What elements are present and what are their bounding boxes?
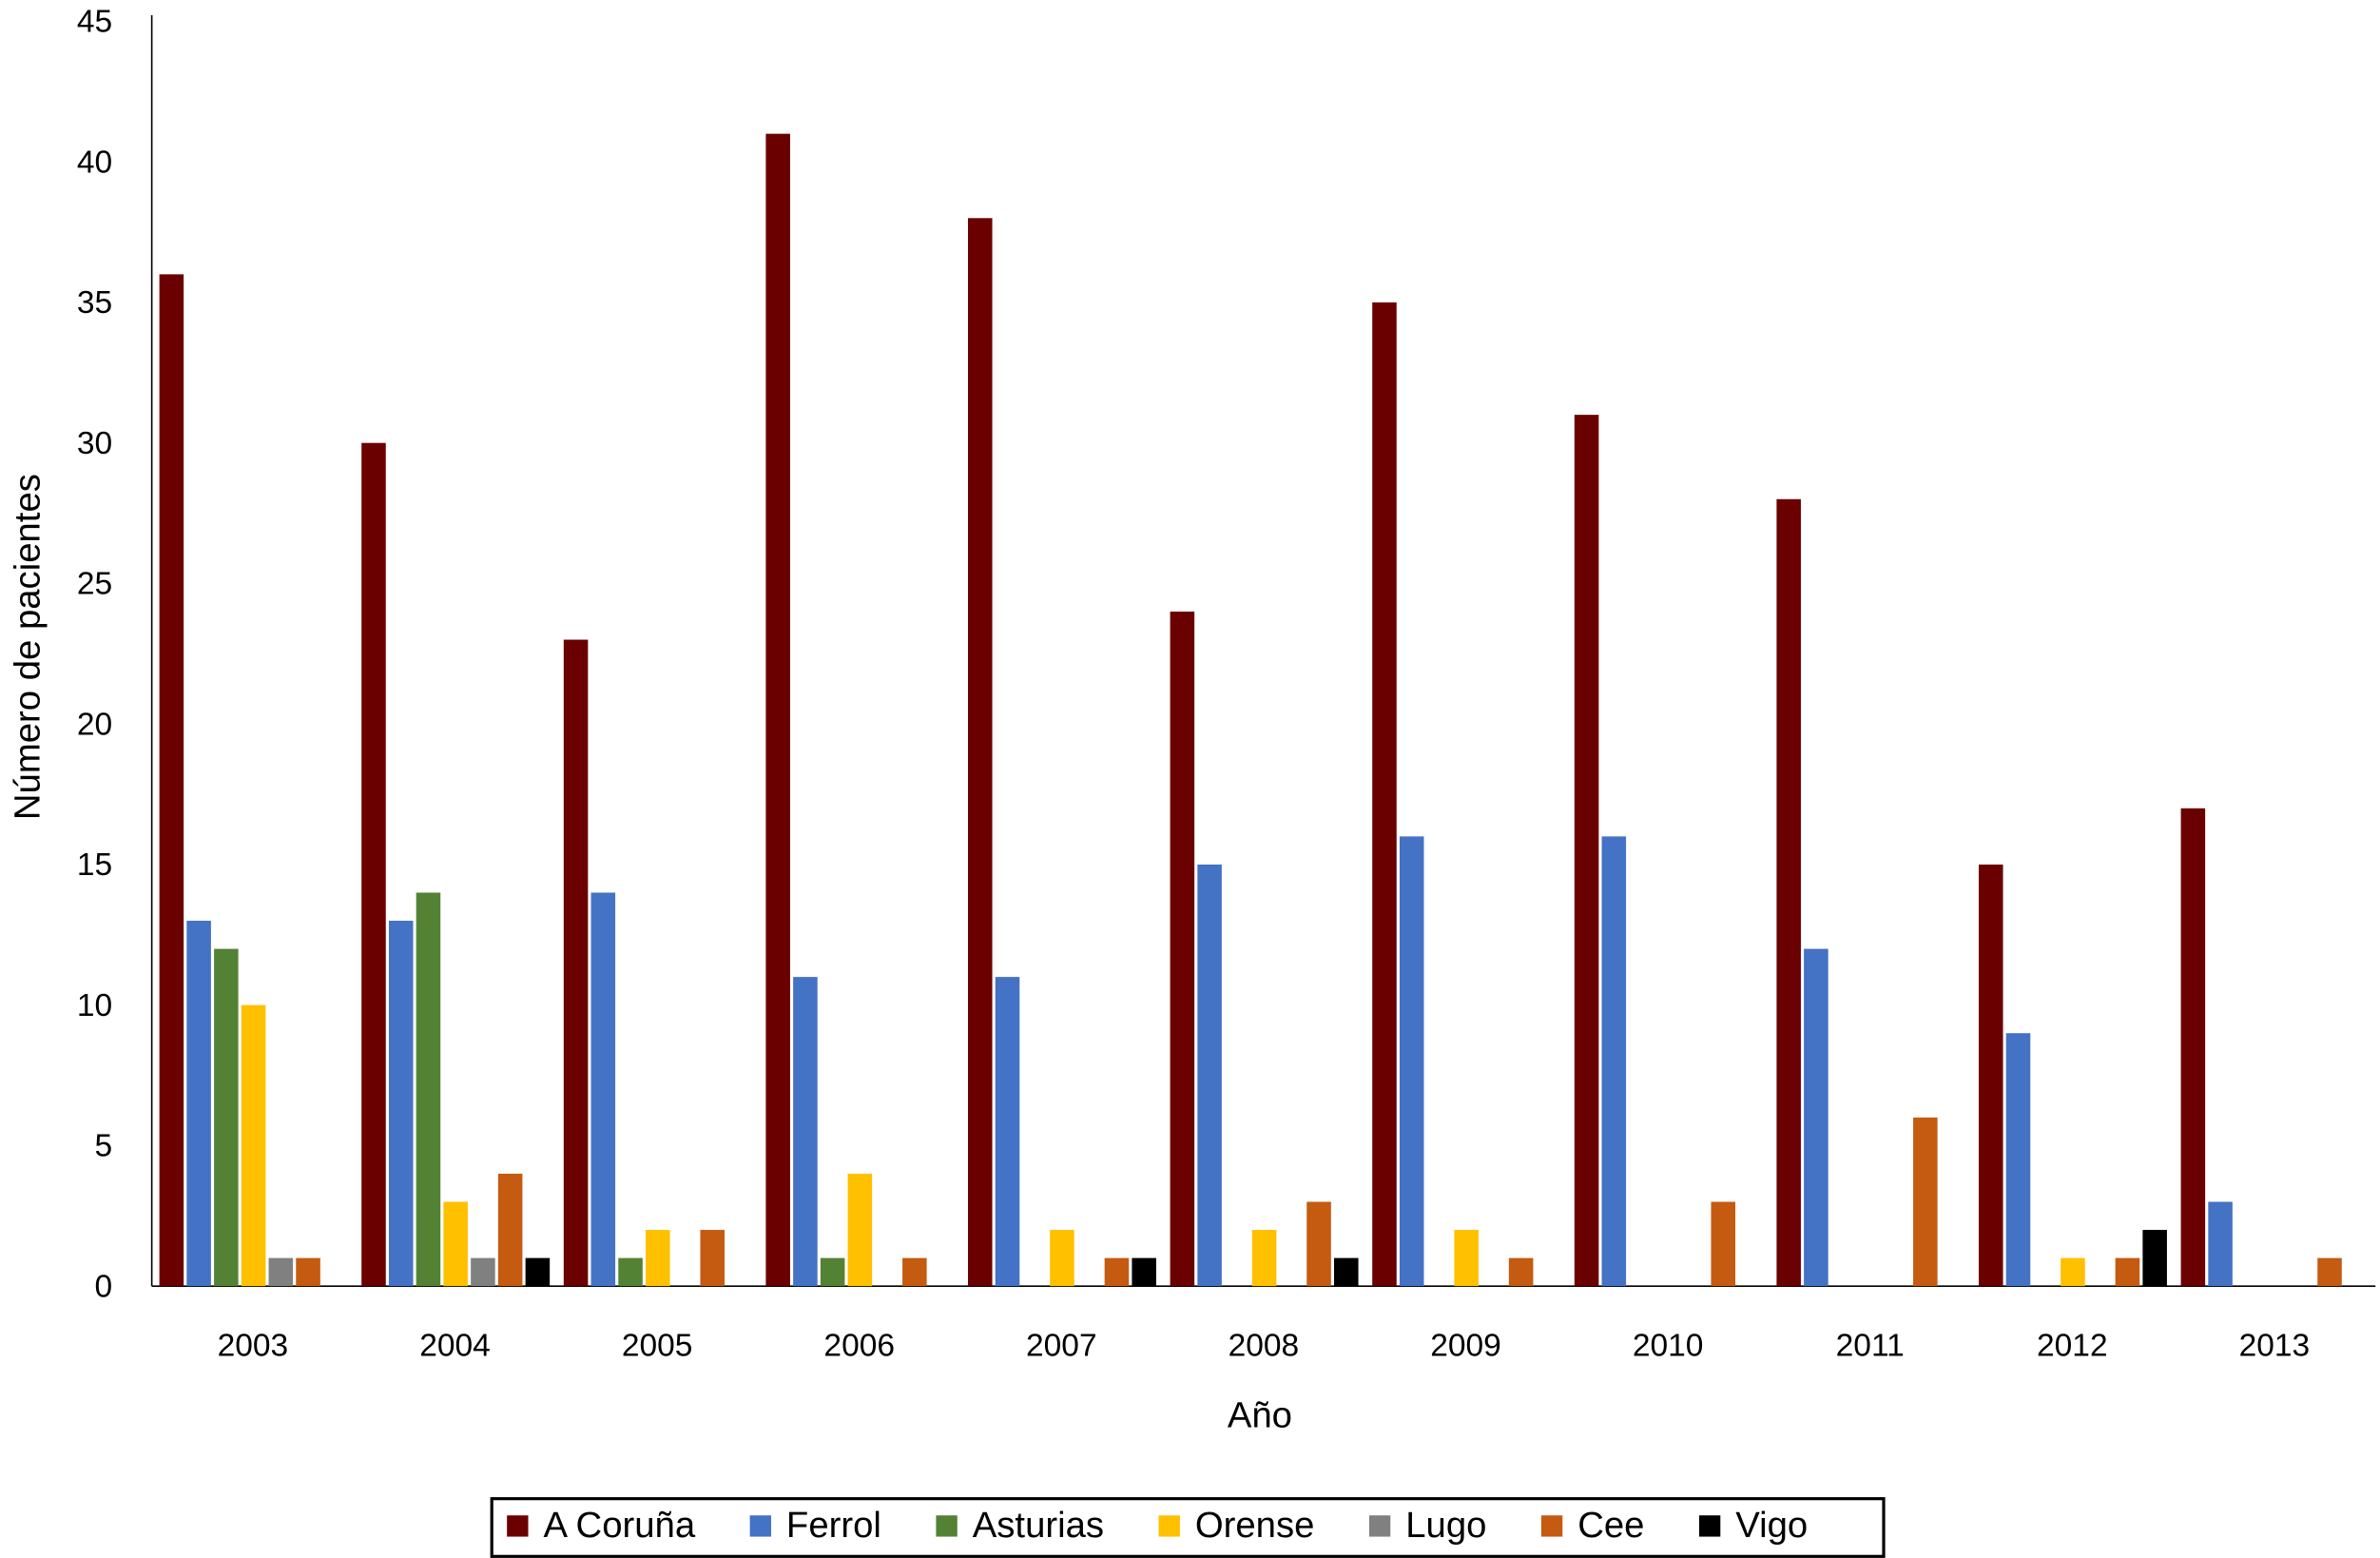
bar	[1306, 1201, 1331, 1287]
bar	[1978, 864, 2003, 1287]
bar	[1508, 1257, 1534, 1287]
bar	[1251, 1230, 1277, 1287]
y-tick-label: 40	[77, 145, 112, 180]
bar	[847, 1173, 873, 1287]
bar	[2005, 1033, 2031, 1287]
legend-label: Ferrol	[786, 1505, 881, 1546]
bar	[700, 1230, 726, 1287]
bar	[296, 1257, 320, 1287]
legend-label: Asturias	[973, 1505, 1104, 1546]
y-axis-title: Número de pacientes	[8, 474, 48, 820]
x-tick-label: 2010	[1633, 1329, 1704, 1364]
legend-swatch	[507, 1515, 529, 1537]
x-tick-label: 2012	[2037, 1329, 2108, 1364]
bar	[268, 1257, 294, 1287]
y-tick-label: 30	[77, 426, 112, 461]
bar	[1132, 1257, 1156, 1287]
x-tick-label: 2007	[1026, 1329, 1097, 1364]
y-tick-label: 5	[94, 1129, 112, 1164]
legend-swatch	[1368, 1515, 1391, 1537]
bar	[361, 442, 386, 1287]
bar	[1601, 836, 1627, 1287]
legend-label: Cee	[1577, 1505, 1644, 1546]
bar	[186, 921, 211, 1287]
bar	[968, 218, 993, 1287]
bar	[590, 892, 616, 1287]
legend-swatch	[1158, 1515, 1180, 1537]
bar	[443, 1201, 468, 1287]
bar	[1399, 836, 1424, 1287]
bar	[1913, 1117, 1938, 1287]
bar	[820, 1257, 845, 1287]
bar	[159, 274, 184, 1287]
bar	[646, 1230, 670, 1287]
y-tick-label: 25	[77, 567, 112, 602]
bar	[995, 977, 1020, 1287]
bar	[1170, 611, 1195, 1287]
bar	[525, 1257, 551, 1287]
bar	[2180, 808, 2206, 1287]
bar	[388, 921, 414, 1287]
bar	[471, 1257, 495, 1287]
bar	[214, 948, 239, 1287]
bar	[2115, 1257, 2140, 1287]
y-tick-label: 45	[77, 5, 112, 40]
legend-swatch	[936, 1515, 958, 1537]
y-tick-label: 15	[77, 847, 112, 883]
bar	[1104, 1257, 1130, 1287]
x-tick-label: 2013	[2239, 1329, 2311, 1364]
bar	[2142, 1230, 2167, 1287]
bar	[1334, 1257, 1359, 1287]
bar	[1574, 415, 1599, 1287]
bar	[1372, 302, 1397, 1287]
x-tick-label: 2006	[823, 1329, 895, 1364]
y-tick-label: 0	[94, 1269, 112, 1304]
x-tick-label: 2008	[1229, 1329, 1300, 1364]
bar	[241, 1004, 266, 1287]
x-tick-label: 2009	[1430, 1329, 1501, 1364]
legend-swatch	[1540, 1515, 1563, 1537]
legend-swatch	[749, 1515, 771, 1537]
legend-box	[490, 1497, 1886, 1558]
bar	[1711, 1201, 1736, 1287]
bar	[1197, 864, 1222, 1287]
bar	[2061, 1257, 2085, 1287]
bar	[618, 1257, 643, 1287]
x-tick-label: 2011	[1836, 1329, 1905, 1364]
bar	[2208, 1201, 2233, 1287]
legend-label: Vigo	[1735, 1505, 1808, 1546]
bar	[497, 1173, 523, 1287]
legend-label: A Coruña	[543, 1505, 695, 1546]
legend-label: Orense	[1195, 1505, 1315, 1546]
y-tick-label: 20	[77, 707, 112, 742]
bar	[1050, 1230, 1074, 1287]
bar	[765, 133, 790, 1287]
x-tick-label: 2004	[419, 1329, 491, 1364]
bar	[2317, 1257, 2342, 1287]
bar	[1804, 948, 1829, 1287]
bar	[563, 639, 589, 1287]
bar	[1454, 1230, 1479, 1287]
bar	[416, 892, 441, 1287]
bar	[1776, 498, 1801, 1287]
legend-label: Lugo	[1405, 1505, 1486, 1546]
y-tick-label: 10	[77, 988, 112, 1023]
x-tick-label: 2005	[622, 1329, 693, 1364]
bar	[902, 1257, 927, 1287]
y-tick-label: 35	[77, 285, 112, 321]
legend-swatch	[1698, 1515, 1721, 1537]
x-tick-label: 2003	[218, 1329, 289, 1364]
x-axis-title: Año	[1228, 1395, 1292, 1436]
bar	[793, 977, 818, 1287]
